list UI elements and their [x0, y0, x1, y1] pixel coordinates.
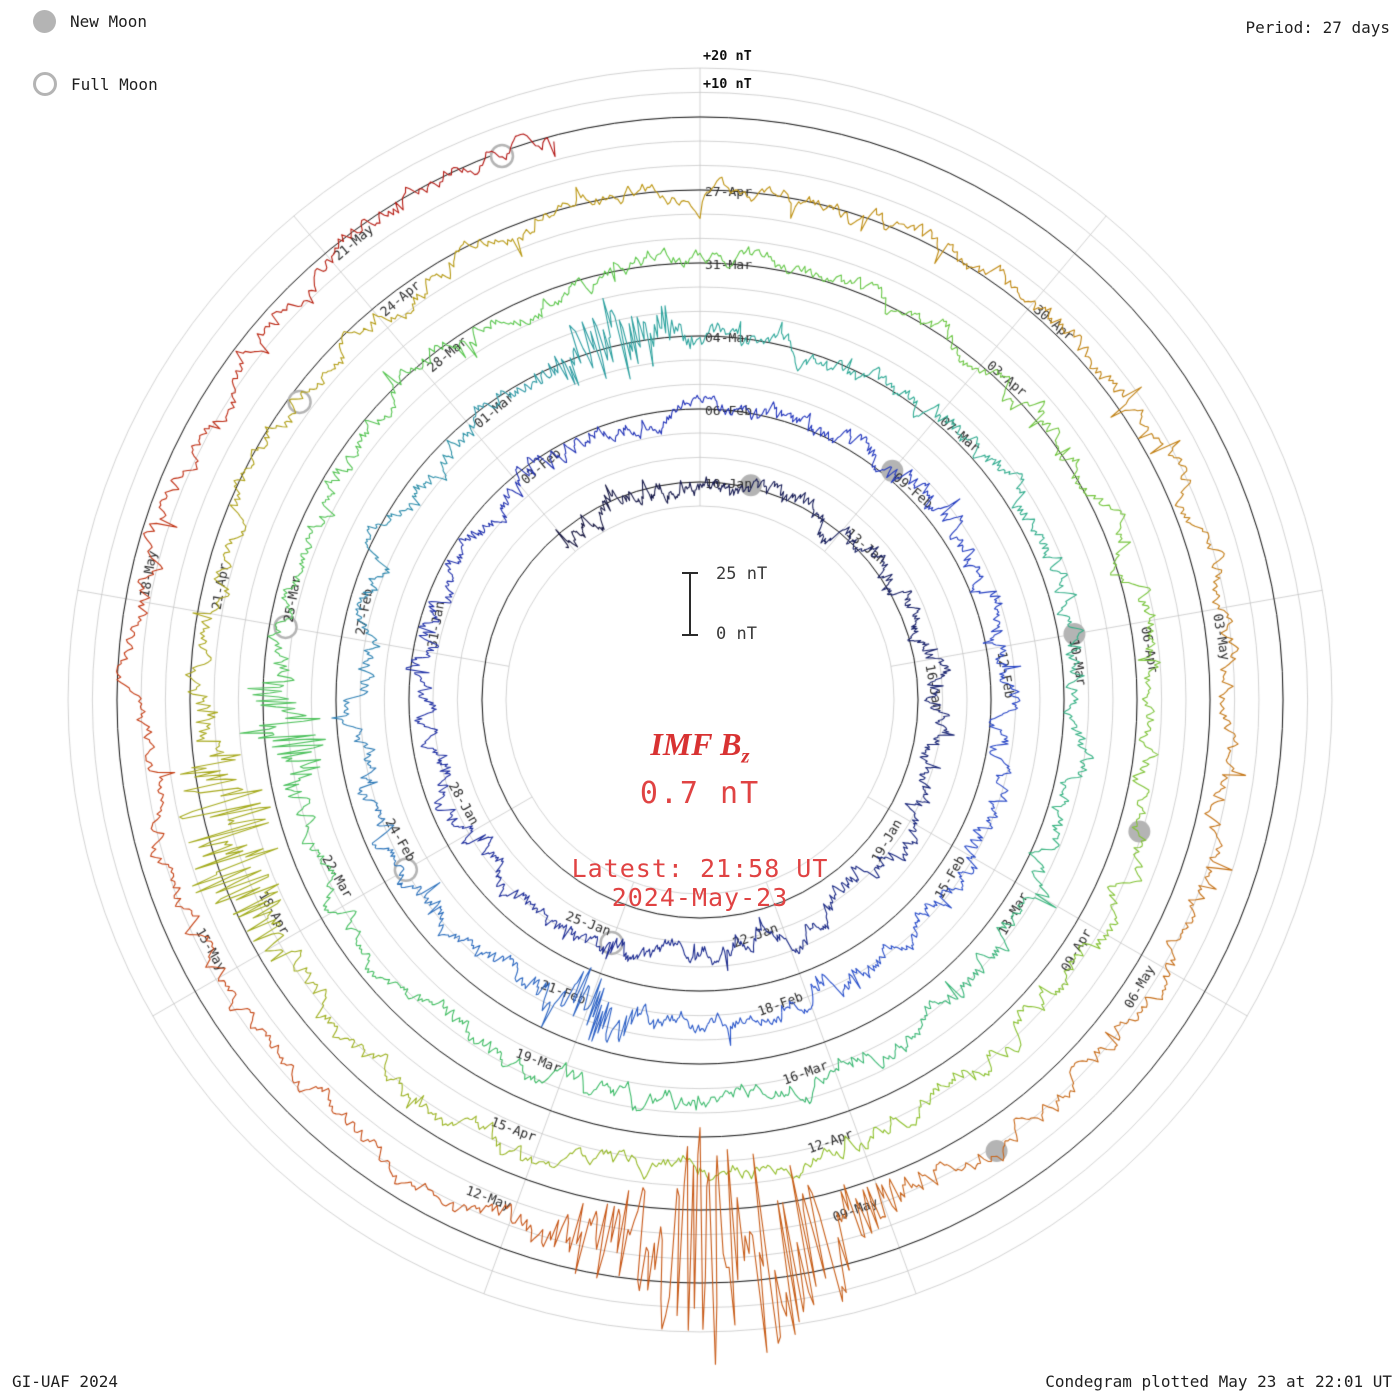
- chart-title-main: IMF B: [650, 726, 742, 762]
- period-label: Period: 27 days: [1245, 18, 1391, 37]
- scale-bar-line: [689, 572, 691, 636]
- legend-full-moon: Full Moon: [33, 72, 158, 96]
- radial-plus20-label: +20 nT: [703, 48, 752, 64]
- full-moon-label: Full Moon: [71, 74, 158, 94]
- scale-bottom-label: 0 nT: [716, 624, 757, 644]
- chart-title-subscript: z: [741, 743, 750, 768]
- latest-date-line: 2024-May-23: [611, 883, 789, 912]
- chart-title: IMF Bz: [480, 726, 920, 768]
- new-moon-label: New Moon: [70, 12, 148, 31]
- legend-new-moon: New Moon: [33, 10, 147, 33]
- scale-bar-top-cap: [682, 572, 698, 574]
- new-moon-icon: [33, 10, 56, 33]
- latest-timestamp: Latest: 21:58 UT 2024-May-23: [480, 854, 920, 912]
- plotted-timestamp-label: Condegram plotted May 23 at 22:01 UT: [1045, 1372, 1392, 1391]
- radial-plus10-label: +10 nT: [703, 76, 752, 92]
- latest-time-line: Latest: 21:58 UT: [571, 854, 829, 883]
- current-value: 0.7 nT: [639, 776, 761, 811]
- scale-top-label: 25 nT: [716, 564, 768, 584]
- amplitude-scale-bar: 25 nT 0 nT: [652, 564, 792, 646]
- full-moon-icon: [33, 72, 57, 96]
- credit-label: GI-UAF 2024: [12, 1372, 118, 1391]
- scale-bar-bottom-cap: [682, 634, 698, 636]
